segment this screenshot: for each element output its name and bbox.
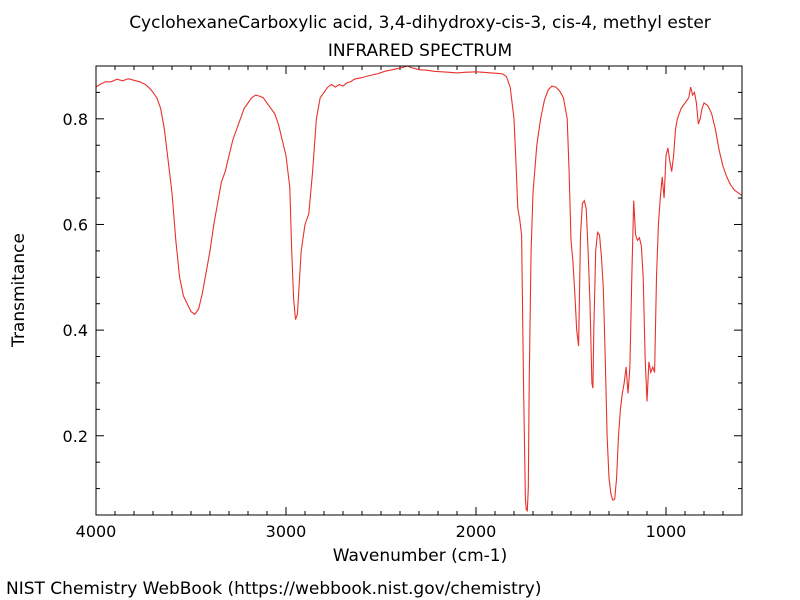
x-tick-label: 1000 [646, 522, 687, 541]
x-tick-label: 3000 [266, 522, 307, 541]
spectrum-line [95, 65, 743, 513]
axis-tick-labels: 4000 3000 2000 1000 0.2 0.4 0.6 0.8 [63, 110, 687, 541]
chart-title: CyclohexaneCarboxylic acid, 3,4-dihydrox… [129, 13, 711, 33]
plot-frame [95, 65, 743, 516]
y-tick-label: 0.4 [63, 321, 88, 340]
x-tick-label: 4000 [76, 522, 117, 541]
axis-ticks [95, 65, 743, 515]
x-tick-label: 2000 [456, 522, 497, 541]
y-tick-label: 0.6 [63, 215, 88, 234]
x-axis-label: Wavenumber (cm-1) [333, 546, 508, 566]
footer-credit: NIST Chemistry WebBook (https://webbook.… [6, 579, 541, 599]
chart-subtitle: INFRARED SPECTRUM [328, 41, 512, 61]
y-tick-label: 0.2 [63, 427, 88, 446]
y-axis-label: Transmitance [9, 233, 29, 348]
y-tick-label: 0.8 [63, 110, 88, 129]
